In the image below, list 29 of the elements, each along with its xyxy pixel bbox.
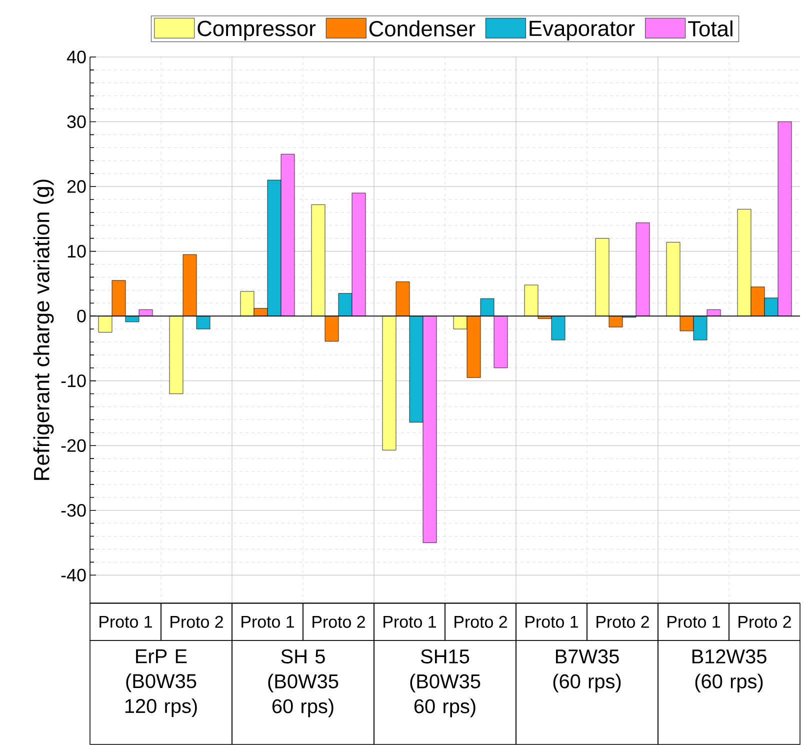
x-tick-label: Proto 2 xyxy=(454,616,507,628)
y-tick-label: -20 xyxy=(61,439,86,452)
text: ErP E (B0W35 120 rps) xyxy=(125,649,197,718)
y-tick-label: 40 xyxy=(66,50,86,64)
x-tick-label: Proto 2 xyxy=(170,616,223,628)
legend-label: Condenser xyxy=(369,20,476,37)
x-tick-label: Proto 1 xyxy=(668,616,720,628)
x-tick-label: Proto 2 xyxy=(312,616,365,628)
x-tick-label: Proto 1 xyxy=(242,616,294,628)
y-tick-label: 0 xyxy=(77,310,86,322)
y-tick-label: -30 xyxy=(61,504,86,517)
y-tick-label: -40 xyxy=(61,568,86,582)
legend-label: Compressor xyxy=(198,20,316,41)
text: B12W35 (60 rps) xyxy=(692,649,766,692)
x-tick-label: Proto 1 xyxy=(384,616,436,628)
text: B7W35 (60 rps) xyxy=(553,649,621,692)
x-tick-label: Proto 1 xyxy=(526,616,578,628)
text: SH 5 (B0W35 60 rps) xyxy=(268,649,338,718)
x-tick-label: Proto 1 xyxy=(100,616,152,628)
y-tick-label: 30 xyxy=(67,115,86,128)
x-tick-label: Proto 2 xyxy=(738,616,791,628)
y-tick-label: 10 xyxy=(68,244,86,258)
y-axis-title: Refrigerant charge variation (g) xyxy=(33,180,54,480)
text: SH15 (B0W35 60 rps) xyxy=(410,649,480,718)
y-tick-label: -10 xyxy=(61,374,86,388)
x-tick-label: Proto 2 xyxy=(596,616,649,628)
y-tick-label: 20 xyxy=(67,180,86,193)
legend-label: Evaporator xyxy=(530,20,635,40)
legend-label: Total xyxy=(688,20,732,37)
